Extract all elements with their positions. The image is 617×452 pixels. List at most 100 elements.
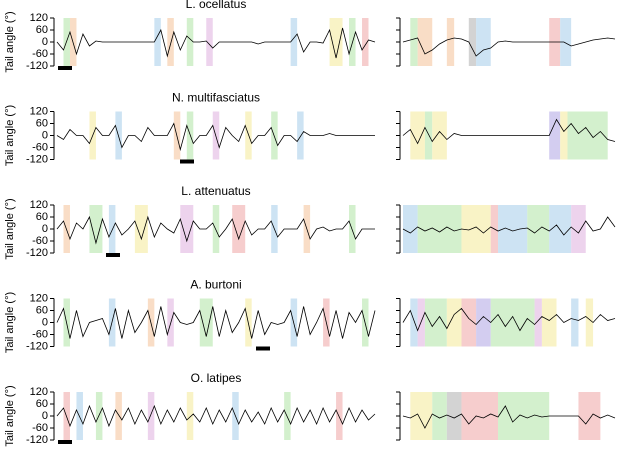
- y-axis-label: Tail angle (°): [4, 292, 16, 353]
- bout-span: [560, 18, 572, 66]
- bout-span: [549, 205, 572, 253]
- bout-span: [461, 298, 477, 347]
- panel-title: L. attenuatus: [181, 184, 250, 198]
- bout-span: [490, 298, 535, 347]
- y-tick-label: -60: [32, 422, 48, 434]
- y-tick-label: -60: [32, 141, 48, 153]
- bout-span: [446, 298, 462, 347]
- tail-trace: [56, 215, 375, 245]
- bout-span: [76, 392, 83, 440]
- tail-trace: [402, 405, 616, 429]
- bout-span: [446, 392, 462, 440]
- y-tick-label: 60: [36, 24, 48, 36]
- tail-trace: [56, 27, 376, 59]
- y-tick-label: 60: [36, 398, 48, 410]
- tail-trace: [402, 307, 616, 332]
- y-tick-label: 60: [36, 211, 48, 223]
- y-tick-label: 60: [36, 304, 48, 316]
- y-tick-label: 60: [36, 117, 48, 129]
- y-tick-label: -120: [26, 60, 48, 72]
- bout-span: [167, 18, 174, 66]
- bout-span: [212, 205, 220, 253]
- tail-trace: [402, 37, 616, 57]
- bout-span: [417, 205, 462, 253]
- bout-span: [199, 298, 213, 347]
- bout-span: [403, 205, 418, 253]
- y-tick-label: 120: [30, 386, 48, 398]
- y-axis-label: Tail angle (°): [4, 198, 16, 259]
- bout-span: [417, 18, 433, 66]
- bout-span: [432, 392, 447, 440]
- bout-span: [461, 392, 499, 440]
- bout-span: [432, 111, 447, 160]
- bout-span: [424, 298, 447, 347]
- bout-span: [410, 18, 418, 66]
- bout-span: [362, 18, 369, 66]
- bout-span: [206, 18, 213, 66]
- bout-span: [329, 18, 343, 66]
- y-tick-label: -120: [26, 340, 48, 352]
- bout-span: [476, 18, 491, 66]
- y-tick-label: 0: [42, 410, 48, 422]
- bout-span: [476, 298, 491, 347]
- tail-trace: [56, 122, 375, 152]
- bout-span: [534, 298, 542, 347]
- y-tick-label: 0: [42, 129, 48, 141]
- bout-span: [560, 111, 568, 160]
- bout-span: [461, 205, 491, 253]
- bout-span: [468, 18, 477, 66]
- bout-span: [498, 392, 550, 440]
- y-tick-label: -120: [26, 434, 48, 446]
- tail-trace: [402, 216, 616, 236]
- y-tick-label: 0: [42, 316, 48, 328]
- bout-span: [567, 111, 608, 160]
- bout-span: [180, 205, 194, 253]
- y-tick-label: 120: [30, 199, 48, 211]
- bout-span: [571, 205, 586, 253]
- tail-trace: [402, 118, 616, 145]
- y-tick-label: 0: [42, 223, 48, 235]
- y-axis-label: Tail angle (°): [4, 385, 16, 446]
- panel-title: L. ocellatus: [186, 0, 247, 11]
- y-tick-label: 120: [30, 292, 48, 304]
- y-tick-label: -120: [26, 247, 48, 259]
- bout-span: [108, 205, 116, 253]
- bout-span: [578, 392, 601, 440]
- y-axis-label: Tail angle (°): [4, 105, 16, 166]
- panel-title: O. latipes: [191, 371, 242, 385]
- y-tick-label: 120: [30, 105, 48, 117]
- bout-span: [424, 111, 433, 160]
- y-tick-label: -120: [26, 153, 48, 165]
- bout-span: [410, 392, 433, 440]
- y-tick-label: -60: [32, 48, 48, 60]
- bout-span: [95, 392, 103, 440]
- bout-span: [571, 298, 579, 347]
- bout-span: [186, 392, 194, 440]
- y-tick-label: -60: [32, 328, 48, 340]
- bout-span: [154, 18, 161, 66]
- bout-span: [147, 392, 155, 440]
- bout-span: [284, 392, 291, 440]
- tail-trace: [56, 306, 376, 339]
- y-tick-label: 0: [42, 36, 48, 48]
- y-tick-label: -60: [32, 235, 48, 247]
- bout-span: [410, 111, 425, 160]
- bout-span: [410, 298, 418, 347]
- bout-span: [232, 205, 246, 253]
- bout-span: [290, 18, 298, 66]
- bout-span: [527, 205, 550, 253]
- panel-title: A. burtoni: [190, 278, 241, 292]
- y-tick-label: 120: [30, 12, 48, 24]
- bout-span: [549, 111, 561, 160]
- y-axis-label: Tail angle (°): [4, 11, 16, 72]
- panel-title: N. multifasciatus: [172, 91, 260, 105]
- bout-span: [186, 18, 194, 66]
- bout-span: [336, 392, 343, 440]
- bout-span: [134, 205, 148, 253]
- bout-span: [89, 205, 103, 253]
- bout-span: [115, 392, 122, 440]
- tail-trace: [56, 404, 376, 428]
- bout-span: [585, 298, 594, 347]
- bout-span: [541, 298, 557, 347]
